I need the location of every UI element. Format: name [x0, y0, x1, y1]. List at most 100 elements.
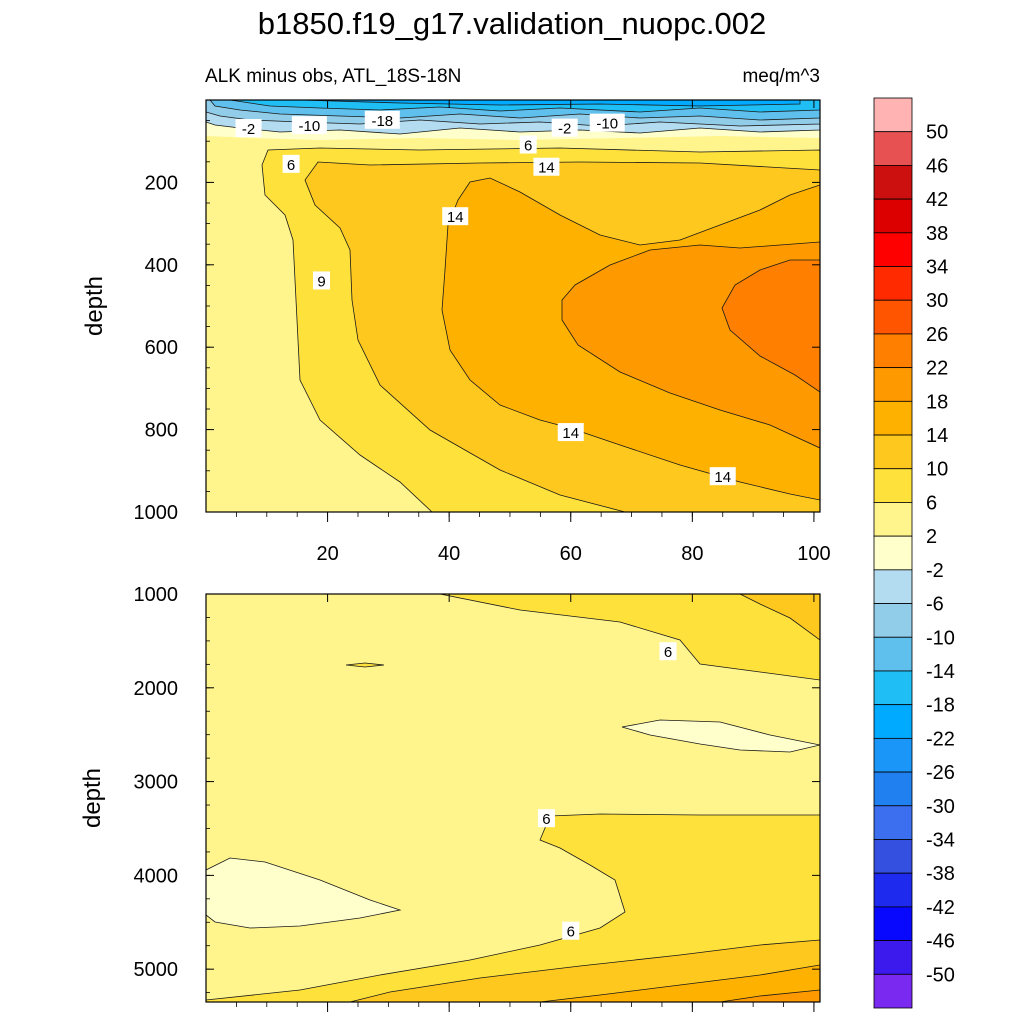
contour-label: 9 — [313, 271, 331, 290]
lower-streak — [345, 662, 385, 668]
contour-labels: -2 -10 -18 -2 -10 6 6 14 14 9 14 14 6 6 6 — [235, 110, 736, 941]
colorbar-swatch — [873, 165, 913, 200]
colorbar-swatch — [873, 670, 913, 706]
upper-fill-22-26 — [721, 259, 820, 393]
colorbar-swatch — [873, 333, 913, 369]
contour-label-text: 6 — [542, 811, 550, 828]
chart-subtitle-left: ALK minus obs, ATL_18S-18N — [205, 66, 461, 87]
colorbar-level-label: 26 — [926, 324, 948, 346]
colorbar-swatch — [873, 400, 913, 436]
colorbar-swatch — [873, 737, 913, 773]
y-tick-label: 1000 — [134, 584, 179, 606]
colorbar-level-label: -34 — [926, 829, 955, 851]
lower-fill-10-14-top — [739, 594, 820, 641]
contour-label-box — [562, 921, 580, 940]
contour-label-text: 6 — [567, 924, 575, 941]
x-tick-label: 20 — [316, 543, 338, 565]
colorbar-swatch — [873, 266, 913, 301]
contour-label-text: -2 — [242, 121, 255, 138]
colorbar-swatch — [873, 569, 913, 604]
colorbar-level-label: 30 — [926, 290, 948, 312]
colorbar-level-label: 34 — [926, 257, 948, 279]
y-tick-label: 200 — [145, 172, 178, 194]
colorbar-level-label: -42 — [926, 897, 955, 919]
contour-label-box — [659, 642, 677, 661]
chart-units: meq/m^3 — [742, 66, 820, 87]
contour-label-text: -10 — [299, 118, 321, 135]
colorbar-level-label: 14 — [926, 425, 948, 447]
colorbar-level-label: 46 — [926, 155, 948, 177]
colorbar-level-label: -14 — [926, 661, 955, 683]
contour-label-box — [291, 116, 327, 135]
contour-label: -2 — [235, 119, 262, 138]
x-tick-label: 60 — [560, 543, 582, 565]
colorbar-level-label: -2 — [926, 560, 944, 582]
contour-label-box — [709, 467, 736, 486]
y-tick-label: 3000 — [134, 772, 179, 794]
y-tick-label: 1000 — [134, 502, 179, 524]
contour-label-text: 6 — [524, 137, 532, 154]
y-tick-label: 400 — [145, 255, 178, 277]
y-tick-label: 800 — [145, 420, 178, 442]
contour-label: 14 — [533, 157, 560, 177]
x-tick-label: 100 — [797, 543, 830, 565]
x-tick-label: 80 — [681, 543, 703, 565]
contour-label: 14 — [709, 467, 736, 486]
contour-label-text: -18 — [371, 113, 393, 130]
contour-label: -2 — [551, 118, 578, 138]
colorbar-swatch — [873, 636, 913, 672]
colorbar-level-label: 50 — [926, 122, 948, 144]
contour-label: 6 — [282, 154, 300, 174]
upper-y-axis-label: depth — [81, 276, 108, 336]
contour-label-text: 14 — [562, 425, 579, 442]
colorbar-level-label: 2 — [926, 526, 937, 548]
contour-label-text: -10 — [596, 116, 618, 133]
colorbar-swatch — [873, 805, 913, 840]
y-tick-label: 600 — [145, 337, 178, 359]
x-tick-label: 40 — [438, 543, 460, 565]
colorbar-level-label: 10 — [926, 459, 948, 481]
contour-label-box — [364, 110, 400, 129]
colorbar-level-label: -6 — [926, 594, 944, 616]
colorbar-swatch — [873, 704, 913, 739]
colorbar-swatch — [873, 131, 913, 166]
colorbar-swatch — [873, 872, 913, 908]
colorbar-level-label: 22 — [926, 358, 948, 380]
contour-label: 6 — [537, 809, 555, 828]
lower-fill-6-10-deep — [206, 813, 820, 1002]
colorbar-swatch — [873, 198, 913, 234]
chart-title: b1850.f19_g17.validation_nuopc.002 — [258, 6, 767, 41]
colorbar-level-label: -50 — [926, 964, 955, 986]
contour-label-text: 9 — [317, 273, 325, 290]
colorbar-swatch — [873, 468, 913, 503]
contour-label: 14 — [442, 207, 469, 226]
contour-label-box — [533, 157, 560, 176]
lower-panel-frame — [205, 593, 821, 1003]
colorbar-level-label: -46 — [926, 931, 955, 953]
contour-label: 6 — [519, 135, 537, 154]
axis-ticks: 200 400 600 800 1000 20 40 60 80 100 1000 2000 3000 4… — [134, 99, 831, 1012]
contour-label-text: 6 — [664, 644, 672, 661]
contour-label: -18 — [364, 110, 400, 130]
contour-label-box — [557, 423, 584, 442]
colorbar-level-label: 38 — [926, 223, 948, 245]
contour-label-text: 6 — [287, 157, 295, 174]
colorbar-swatch — [873, 232, 913, 267]
lower-panel-fills — [206, 594, 820, 1002]
colorbar-swatch — [873, 603, 913, 638]
lower-fill-18-22-deep — [719, 989, 820, 1002]
colorbar-level-label: -30 — [926, 796, 955, 818]
colorbar-swatch — [873, 771, 913, 807]
colorbar-level-label: -18 — [926, 695, 955, 717]
lower-fill-14-18-deep — [539, 964, 820, 1002]
colorbar-swatch — [873, 973, 913, 1009]
contour-label-text: -2 — [558, 121, 571, 138]
colorbar-swatch — [873, 97, 913, 133]
colorbar-swatch — [873, 367, 913, 402]
colorbar-level-label: -26 — [926, 762, 955, 784]
colorbar-level-label: 42 — [926, 189, 948, 211]
colorbar-swatch — [873, 906, 913, 941]
contour-label: 6 — [562, 921, 580, 941]
colorbar-level-label: -10 — [926, 627, 955, 649]
